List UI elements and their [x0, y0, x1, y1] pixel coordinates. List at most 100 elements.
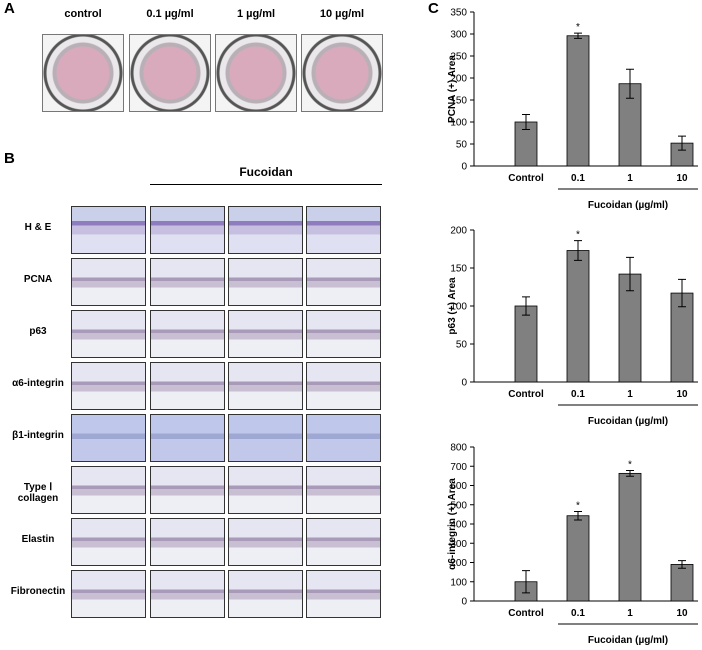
y-tick-label: 500	[450, 500, 467, 511]
tissue-photo	[71, 310, 146, 358]
x-tick-label: 10	[676, 389, 688, 400]
tissue-photo	[306, 310, 381, 358]
y-tick-label: 300	[450, 539, 467, 550]
tissue-photo	[228, 466, 303, 514]
tissue-photo	[150, 570, 225, 618]
tissue-photo	[150, 518, 225, 566]
column-header: 10 µg/ml	[319, 8, 365, 20]
y-tick-label: 100	[450, 118, 467, 129]
row-label: Fibronectin	[10, 586, 66, 597]
x-tick-label: 0.1	[571, 389, 585, 400]
bar	[514, 305, 538, 383]
y-tick-label: 800	[450, 443, 467, 454]
significance-mark: *	[576, 230, 580, 241]
row-label: H & E	[24, 222, 52, 233]
tissue-photo	[228, 206, 303, 254]
tissue-photo	[228, 570, 303, 618]
dish-photo	[42, 34, 124, 112]
y-axis-label: PCNA (+) Area	[447, 55, 458, 123]
y-tick-label: 100	[450, 577, 467, 588]
panel-label: A	[4, 0, 15, 17]
dish-photo	[129, 34, 211, 112]
tissue-photo	[228, 258, 303, 306]
error-bar	[678, 135, 686, 151]
tissue-photo	[71, 258, 146, 306]
tissue-photo	[228, 362, 303, 410]
significance-mark: *	[576, 500, 580, 511]
tissue-photo	[306, 258, 381, 306]
error-bar	[522, 296, 530, 316]
x-tick-label: 1	[627, 608, 633, 619]
tissue-photo	[150, 206, 225, 254]
y-tick-label: 700	[450, 462, 467, 473]
tissue-photo	[306, 206, 381, 254]
x-tick-label: Control	[508, 608, 544, 619]
y-tick-label: 150	[450, 264, 467, 275]
y-tick-label: 0	[461, 162, 467, 173]
x-tick-label: 10	[676, 608, 688, 619]
tissue-photo	[228, 414, 303, 462]
x-axis-label: Fucoidan (µg/ml)	[588, 200, 668, 211]
y-tick-label: 150	[450, 96, 467, 107]
y-tick-label: 0	[461, 378, 467, 389]
error-bar	[678, 278, 686, 308]
y-tick-label: 250	[450, 52, 467, 63]
y-axis-label: p63 (+) Area	[447, 277, 458, 335]
y-tick-label: 350	[450, 8, 467, 19]
error-bar	[522, 114, 530, 130]
y-tick-label: 100	[450, 302, 467, 313]
bar	[566, 35, 590, 167]
row-label: PCNA	[23, 274, 53, 285]
significance-mark: *	[628, 459, 632, 470]
x-tick-label: Control	[508, 173, 544, 184]
y-tick-label: 0	[461, 597, 467, 608]
x-tick-label: Control	[508, 389, 544, 400]
group-line	[150, 184, 382, 185]
error-bar	[522, 570, 530, 594]
row-label: Elastin	[21, 534, 55, 545]
tissue-photo	[306, 362, 381, 410]
group-header: Fucoidan	[239, 165, 293, 179]
error-bar	[574, 240, 582, 261]
tissue-photo	[306, 570, 381, 618]
tissue-photo	[228, 310, 303, 358]
error-bar	[678, 560, 686, 569]
row-label: α6-integrin	[12, 378, 64, 389]
tissue-photo	[71, 414, 146, 462]
y-tick-label: 600	[450, 481, 467, 492]
x-axis-label: Fucoidan (µg/ml)	[588, 416, 668, 427]
column-header: 0.1 µg/ml	[146, 8, 194, 20]
y-tick-label: 400	[450, 520, 467, 531]
tissue-photo	[306, 518, 381, 566]
tissue-photo	[150, 258, 225, 306]
error-bar	[626, 68, 634, 99]
row-label: p63	[29, 326, 47, 337]
tissue-photo	[71, 466, 146, 514]
tissue-photo	[71, 518, 146, 566]
bar	[566, 515, 590, 602]
tissue-photo	[150, 414, 225, 462]
y-tick-label: 50	[456, 340, 468, 351]
y-tick-label: 200	[450, 74, 467, 85]
tissue-photo	[150, 466, 225, 514]
y-axis-label: α6-integrin (+) Area	[447, 478, 458, 570]
tissue-photo	[306, 414, 381, 462]
bar	[618, 472, 642, 602]
x-tick-label: 0.1	[571, 173, 585, 184]
tissue-photo	[228, 518, 303, 566]
x-axis-label: Fucoidan (µg/ml)	[588, 635, 668, 646]
y-tick-label: 300	[450, 30, 467, 41]
x-tick-label: 0.1	[571, 608, 585, 619]
dish-photo	[301, 34, 383, 112]
tissue-photo	[71, 570, 146, 618]
bar	[670, 564, 694, 602]
row-label: Type Ⅰ collagen	[17, 482, 59, 504]
bar	[566, 250, 590, 383]
tissue-photo	[71, 362, 146, 410]
error-bar	[626, 256, 634, 292]
tissue-photo	[150, 310, 225, 358]
dish-photo	[215, 34, 297, 112]
tissue-photo	[150, 362, 225, 410]
